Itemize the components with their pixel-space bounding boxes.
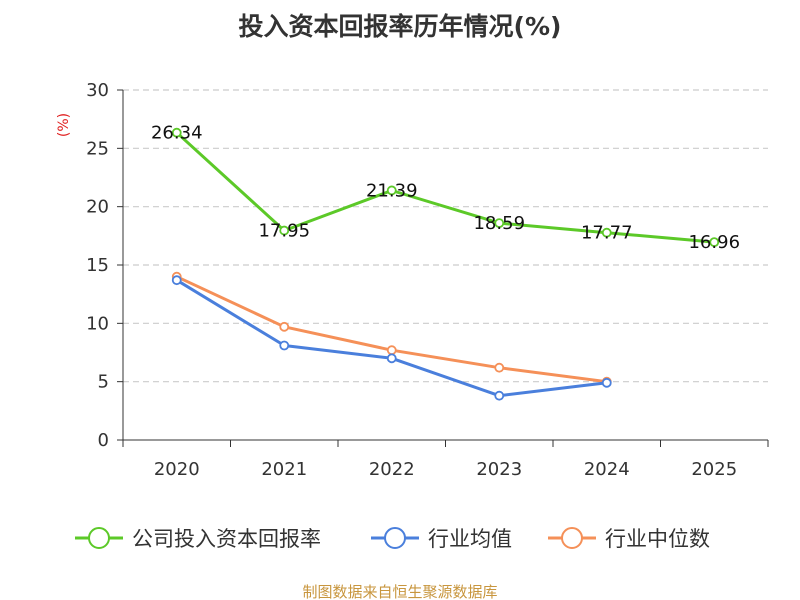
legend-item-0[interactable]: 公司投入资本回报率 xyxy=(75,527,321,551)
series-point-0 xyxy=(386,185,397,196)
y-tick-label: 30 xyxy=(86,80,109,101)
data-label: 18.59 xyxy=(473,213,525,234)
series-point-0 xyxy=(601,227,612,238)
x-tick-label: 2020 xyxy=(154,459,200,480)
x-tick-label: 2021 xyxy=(261,459,307,480)
data-labels: 26.34 17.95 21.39 18.59 17.77 16.96 xyxy=(151,123,740,253)
series-point-1 xyxy=(279,340,290,351)
series-point-0 xyxy=(171,127,182,138)
source-note: 制图数据来自恒生聚源数据库 xyxy=(302,583,497,600)
series-point-0 xyxy=(279,225,290,236)
legend: 公司投入资本回报率 行业均值 行业中位数 xyxy=(75,527,710,551)
data-label: 17.95 xyxy=(258,221,310,242)
legend-swatch-marker xyxy=(561,527,583,549)
y-tick-label: 10 xyxy=(86,313,109,334)
x-tick-label: 2022 xyxy=(369,459,415,480)
legend-swatch-marker xyxy=(384,527,406,549)
series-line-1 xyxy=(175,278,609,398)
series-point-1 xyxy=(386,353,397,364)
legend-item-1[interactable]: 行业均值 xyxy=(371,527,512,551)
y-tick-label: 15 xyxy=(86,255,109,276)
legend-label: 公司投入资本回报率 xyxy=(132,527,321,551)
y-tick-label: 0 xyxy=(98,430,109,451)
series-point-2 xyxy=(494,362,505,373)
series-point-2 xyxy=(386,345,397,356)
legend-label: 行业均值 xyxy=(428,527,512,551)
data-label: 21.39 xyxy=(366,180,418,201)
data-label: 26.34 xyxy=(151,123,203,144)
y-unit-label: (%) xyxy=(56,113,72,137)
series-point-1 xyxy=(171,275,182,286)
data-label: 17.77 xyxy=(581,223,633,244)
legend-item-2[interactable]: 行业中位数 xyxy=(548,527,710,551)
legend-swatch-marker xyxy=(88,527,110,549)
series-point-1 xyxy=(601,377,612,388)
x-tick-label: 2023 xyxy=(476,459,522,480)
grid xyxy=(123,89,768,383)
data-label: 16.96 xyxy=(688,232,740,253)
y-tick-label: 5 xyxy=(98,372,109,393)
y-tick-label: 20 xyxy=(86,197,109,218)
x-tick-label: 2024 xyxy=(584,459,630,480)
x-tick-label: 2025 xyxy=(691,459,737,480)
y-tick-label: 25 xyxy=(86,138,109,159)
series-line-2 xyxy=(175,275,609,384)
chart-title: 投入资本回报率历年情况(%) xyxy=(239,12,562,41)
series-line-0 xyxy=(175,131,716,244)
series-point-1 xyxy=(494,390,505,401)
series-point-0 xyxy=(494,218,505,229)
series xyxy=(171,127,720,401)
legend-label: 行业中位数 xyxy=(605,527,710,551)
series-point-0 xyxy=(709,237,720,248)
series-point-2 xyxy=(279,321,290,332)
